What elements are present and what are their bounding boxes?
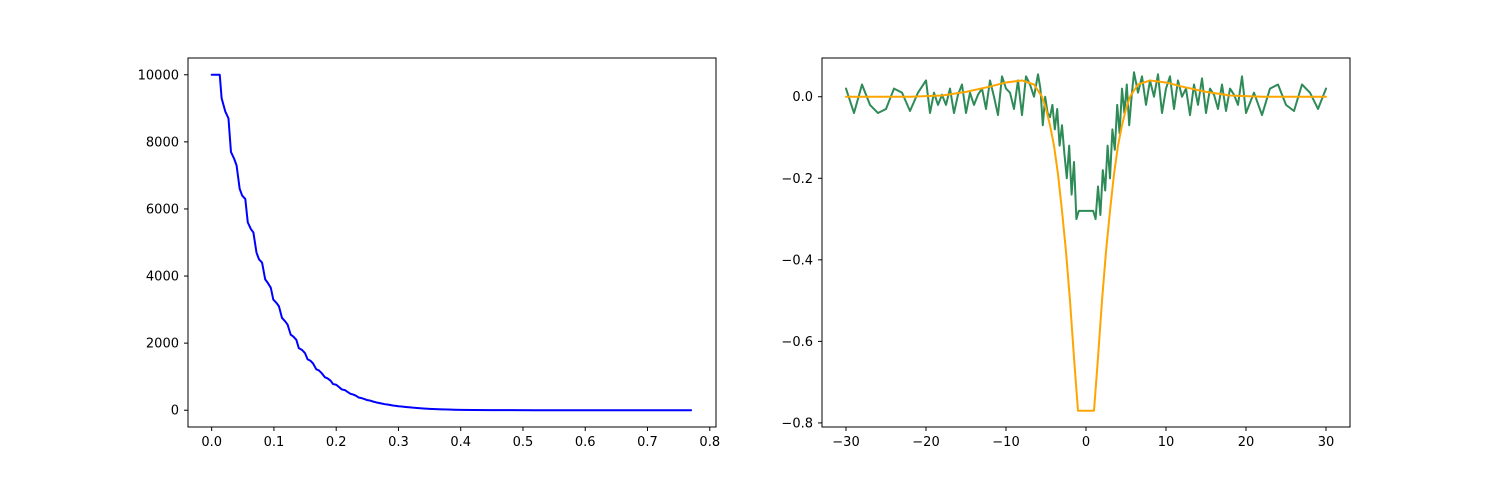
right-panel: −30 −20 −10 0 10 20 30 0.0 −0.2 −0.4 −0.6 −0.8 xyxy=(781,57,1351,450)
chart-0-series-0-line xyxy=(210,73,693,412)
chart-1-ytick-label-4: −0.8 xyxy=(781,416,813,431)
chart-0-ytick-label-4: 8000 xyxy=(146,135,179,150)
chart-1-xtick-label-5: 20 xyxy=(1238,435,1255,450)
chart-0-xtick-label-4: 0.4 xyxy=(450,435,471,450)
chart-0-ytick-label-0: 0 xyxy=(171,404,179,419)
chart-1-ytick-label-3: −0.6 xyxy=(781,335,813,350)
chart-1-series-1-line xyxy=(845,71,1327,221)
chart-0-xtick-label-6: 0.6 xyxy=(575,435,596,450)
chart-0-ytick-label-2: 4000 xyxy=(146,270,179,285)
chart-0-xtick-label-2: 0.2 xyxy=(326,435,347,450)
chart-1-xtick-label-0: −30 xyxy=(832,435,859,450)
left-panel: 0.0 0.1 0.2 0.3 0.4 0.5 0.6 0.7 0.8 0 2000 4000 6000… xyxy=(138,57,720,450)
chart-0-xtick-label-1: 0.1 xyxy=(264,435,285,450)
chart-1-xtick-label-2: −10 xyxy=(992,435,1019,450)
chart-0-xtick-label-8: 0.8 xyxy=(699,435,720,450)
chart-0-ytick-label-3: 6000 xyxy=(146,202,179,217)
chart-0-xtick-label-0: 0.0 xyxy=(201,435,222,450)
chart-1-series-0-line xyxy=(845,79,1327,412)
chart-1-ytick-label-0: 0.0 xyxy=(792,90,813,105)
chart-1-xtick-label-4: 10 xyxy=(1158,435,1175,450)
left-plot-frame xyxy=(187,57,717,428)
chart-1-xtick-label-1: −20 xyxy=(912,435,939,450)
chart-1-ytick-label-2: −0.4 xyxy=(781,253,813,268)
chart-0-ytick-label-5: 10000 xyxy=(138,68,179,83)
chart-1-ytick-label-1: −0.2 xyxy=(781,172,813,187)
chart-0-xtick-label-3: 0.3 xyxy=(388,435,409,450)
chart-0-ytick-label-1: 2000 xyxy=(146,337,179,352)
chart-0-xtick-label-5: 0.5 xyxy=(513,435,534,450)
chart-1-xtick-label-6: 30 xyxy=(1318,435,1335,450)
chart-1-xtick-label-3: 0 xyxy=(1082,435,1090,450)
chart-0-xtick-label-7: 0.7 xyxy=(637,435,658,450)
